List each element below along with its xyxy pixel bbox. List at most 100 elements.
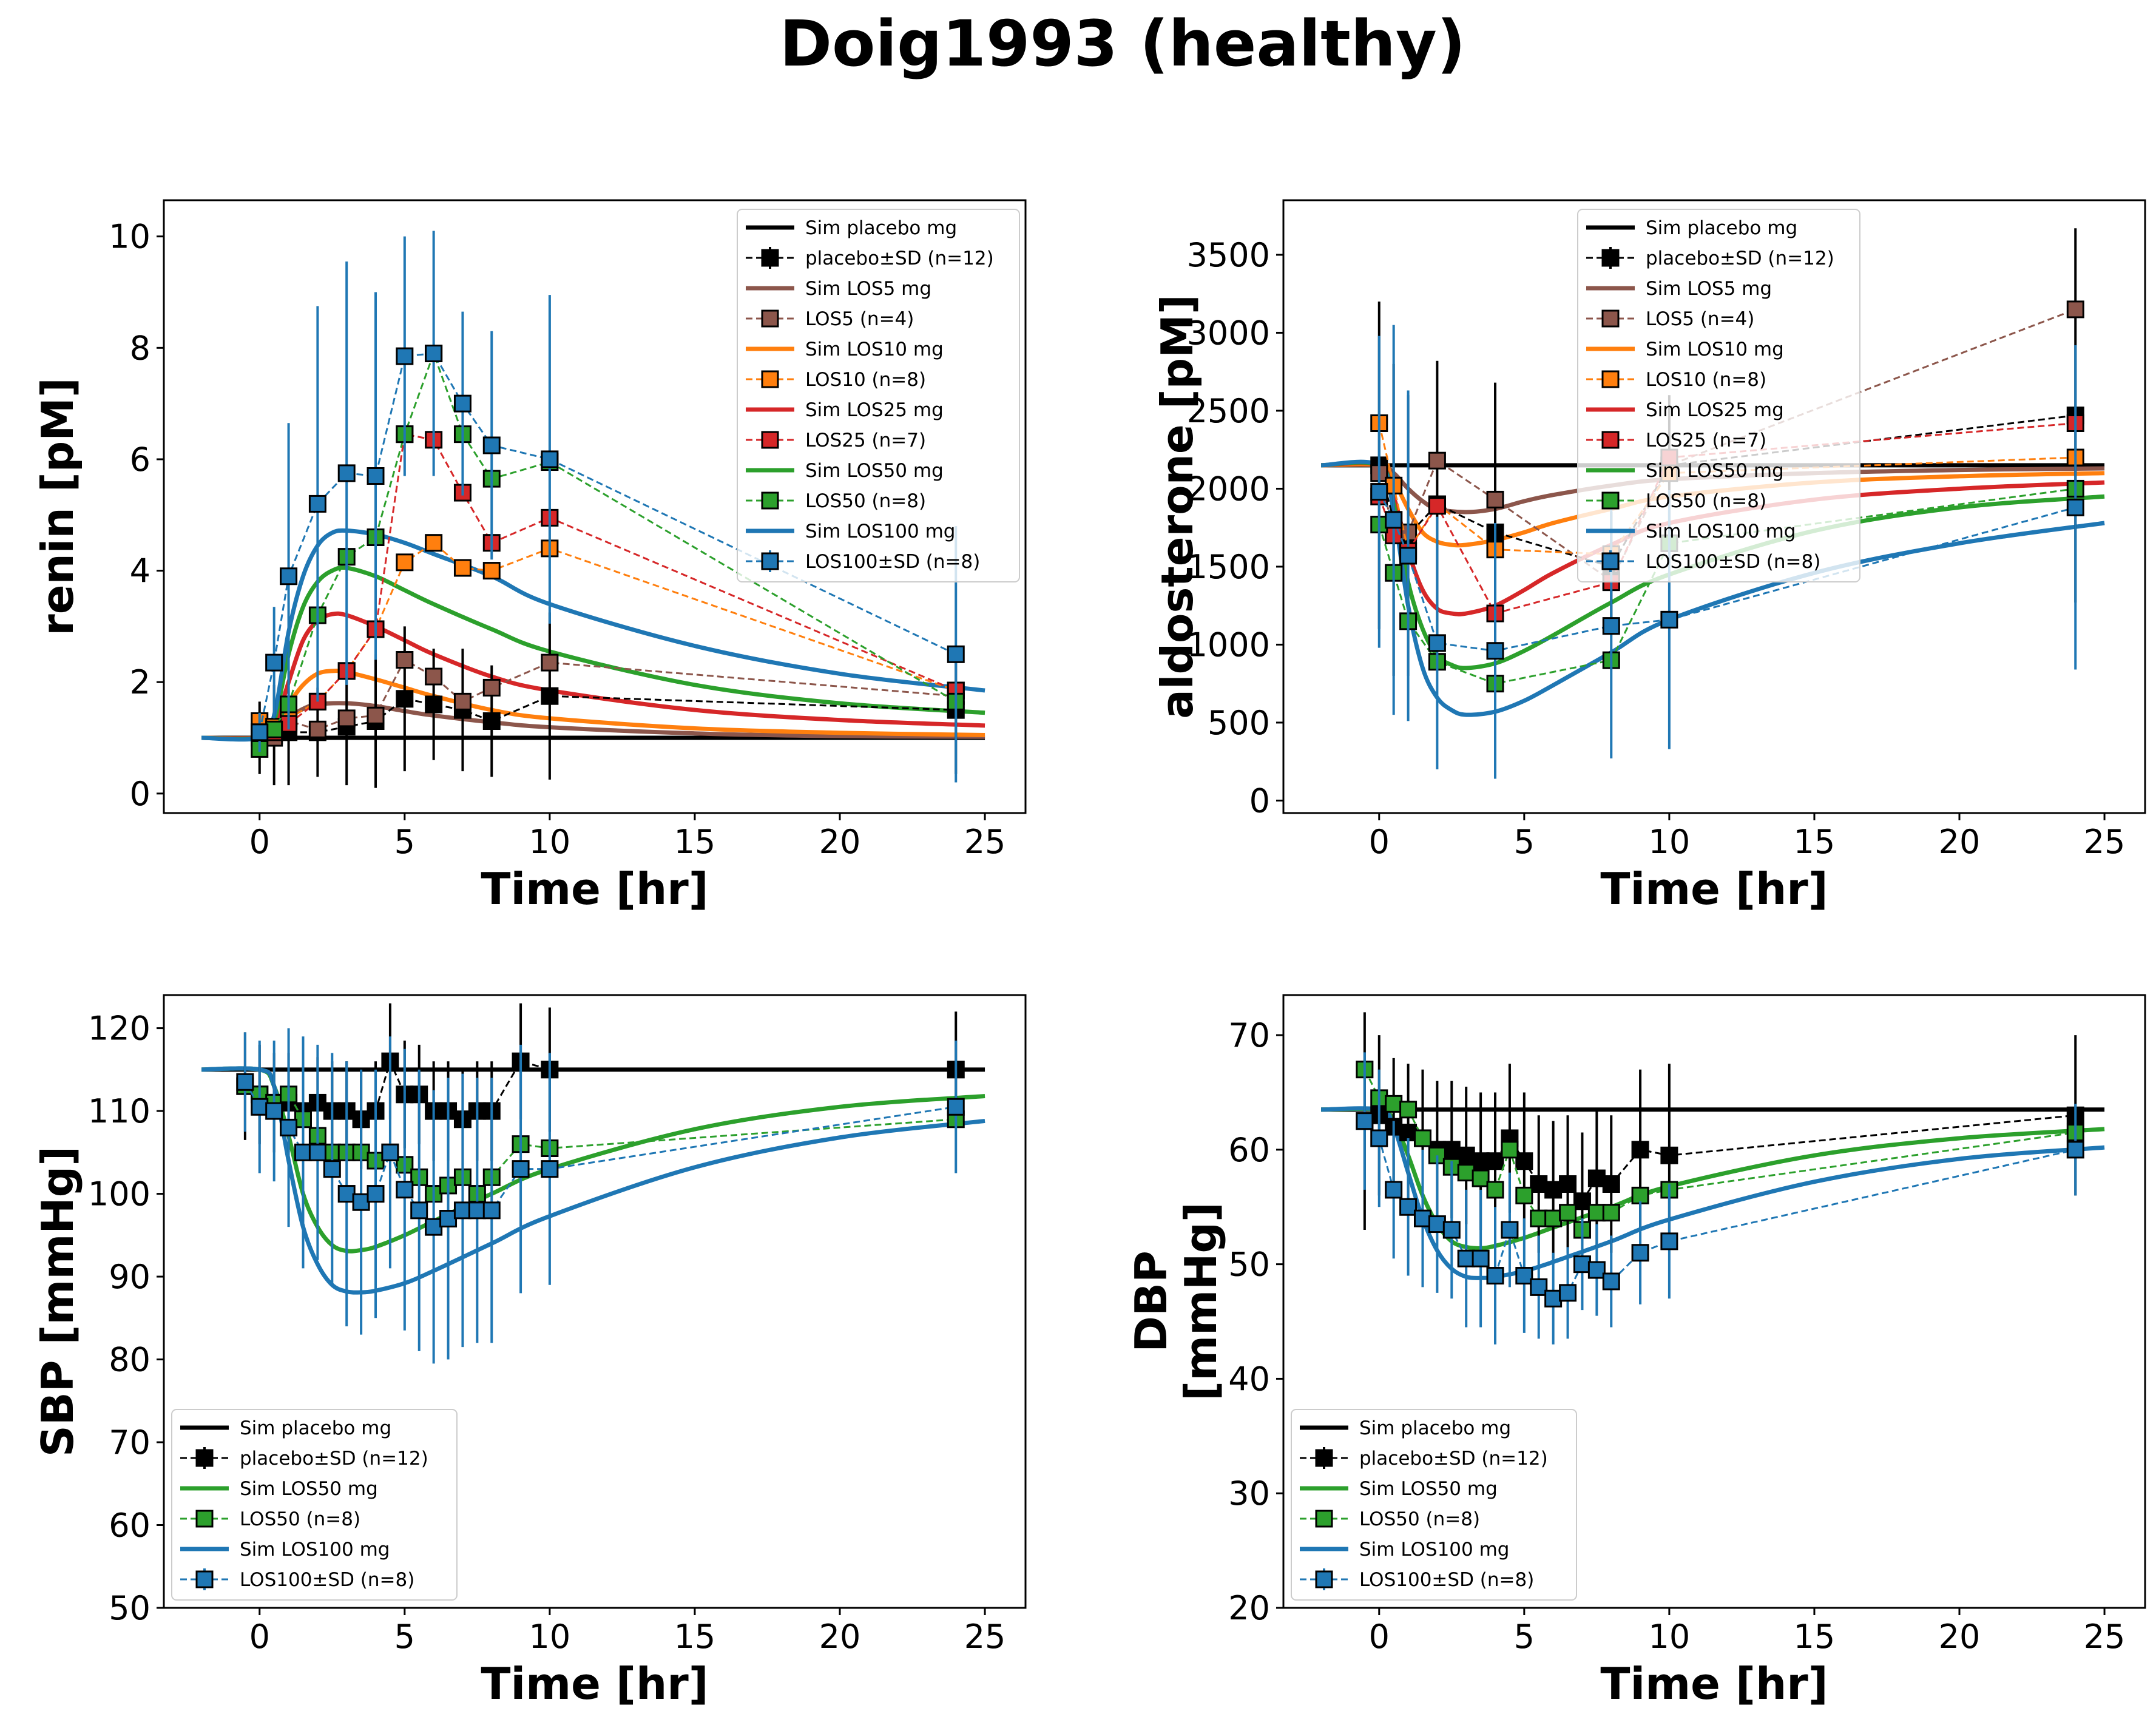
obs-point-los5 bbox=[337, 709, 356, 727]
y-axis-label: aldosterone [pM] bbox=[1152, 294, 1203, 719]
y-tick-label: 50 bbox=[109, 1589, 150, 1627]
legend-label: Sim LOS100 mg bbox=[805, 521, 956, 542]
obs-point-los100 bbox=[468, 1201, 486, 1220]
obs-line-los100 bbox=[259, 352, 956, 733]
obs-point-los5 bbox=[482, 678, 501, 697]
legend-label: LOS50 (n=8) bbox=[805, 490, 926, 512]
obs-point-los50 bbox=[1385, 1095, 1403, 1113]
legend-label: Sim LOS10 mg bbox=[1646, 339, 1784, 360]
obs-point-los100 bbox=[396, 347, 414, 365]
figure-title: Doig1993 (healthy) bbox=[780, 7, 1466, 81]
obs-point-los5 bbox=[425, 667, 443, 686]
obs-point-los5 bbox=[453, 692, 471, 710]
obs-point-los100 bbox=[323, 1160, 341, 1178]
obs-point-los100 bbox=[1442, 1221, 1461, 1239]
obs-point-los100 bbox=[425, 1218, 443, 1236]
legend: Sim placebo mg placebo±SD (n=12) Sim LOS50… bbox=[171, 1409, 458, 1601]
x-tick-label: 5 bbox=[1514, 1618, 1535, 1656]
legend-label: Sim LOS100 mg bbox=[1359, 1539, 1510, 1561]
obs-point-los100 bbox=[337, 464, 356, 482]
obs-point-los100 bbox=[1573, 1255, 1591, 1274]
obs-point-los100 bbox=[251, 1098, 269, 1116]
x-tick-label: 25 bbox=[2084, 823, 2126, 861]
obs-point-los100 bbox=[1544, 1289, 1563, 1308]
x-tick-label: 15 bbox=[674, 823, 716, 861]
obs-point-los100 bbox=[1486, 1267, 1504, 1285]
legend: Sim placebo mg placebo±SD (n=12) Sim LOS5 … bbox=[1577, 209, 1860, 582]
obs-point-los100 bbox=[947, 1098, 965, 1116]
obs-point-los100 bbox=[1559, 1284, 1577, 1302]
obs-point-los100 bbox=[1472, 1249, 1490, 1267]
y-tick-label: 90 bbox=[109, 1258, 150, 1296]
legend-label: placebo±SD (n=12) bbox=[1646, 248, 1834, 269]
legend-marker-los25 bbox=[1601, 431, 1620, 449]
legend-label: LOS50 (n=8) bbox=[1359, 1508, 1480, 1530]
obs-point-los100 bbox=[1587, 1261, 1606, 1279]
obs-point-los5 bbox=[2066, 300, 2084, 319]
x-tick-label: 0 bbox=[249, 1618, 270, 1656]
legend: Sim placebo mg placebo±SD (n=12) Sim LOS50… bbox=[1291, 1409, 1577, 1601]
obs-point-placebo bbox=[1631, 1141, 1649, 1159]
sim-line-los25 bbox=[201, 611, 985, 741]
obs-point-los5 bbox=[396, 651, 414, 669]
x-axis-label: Time [hr] bbox=[481, 1658, 708, 1709]
plot-area bbox=[201, 1003, 985, 1364]
legend-label: Sim LOS100 mg bbox=[240, 1539, 390, 1561]
sim-line-los5 bbox=[1321, 462, 2105, 515]
x-tick-label: 20 bbox=[819, 823, 861, 861]
y-tick-label: 100 bbox=[88, 1175, 150, 1213]
obs-point-placebo bbox=[541, 687, 559, 705]
x-tick-label: 25 bbox=[2084, 1618, 2126, 1656]
obs-point-los50 bbox=[1486, 1181, 1504, 1199]
obs-point-los100 bbox=[265, 1102, 283, 1120]
obs-point-los50 bbox=[1399, 1101, 1418, 1119]
obs-point-los100 bbox=[1428, 1215, 1446, 1234]
obs-point-los100 bbox=[1660, 1232, 1678, 1250]
obs-point-los50 bbox=[1515, 1186, 1533, 1204]
obs-point-los10 bbox=[453, 559, 471, 577]
obs-point-placebo bbox=[1442, 1141, 1461, 1159]
obs-point-placebo bbox=[1587, 1169, 1606, 1187]
legend-label: Sim LOS50 mg bbox=[805, 460, 944, 482]
legend-marker-los100 bbox=[195, 1570, 214, 1588]
x-tick-label: 15 bbox=[1794, 1618, 1836, 1656]
obs-point-los100 bbox=[396, 1181, 414, 1199]
y-tick-label: 80 bbox=[109, 1341, 150, 1379]
obs-point-los5 bbox=[308, 720, 326, 738]
obs-line-los100 bbox=[1378, 491, 2076, 652]
obs-point-los10 bbox=[396, 553, 414, 572]
x-tick-label: 20 bbox=[1939, 823, 1981, 861]
obs-point-los100 bbox=[294, 1143, 312, 1161]
obs-point-los100 bbox=[1385, 1181, 1403, 1199]
axes-frame bbox=[163, 199, 1027, 814]
obs-point-los100 bbox=[308, 494, 326, 513]
legend-marker-los10 bbox=[1601, 370, 1620, 388]
y-tick-label: 60 bbox=[109, 1507, 150, 1545]
obs-point-los50 bbox=[1530, 1209, 1548, 1227]
y-tick-label: 6 bbox=[130, 440, 150, 479]
obs-point-los5 bbox=[541, 653, 559, 672]
obs-point-los50 bbox=[1602, 1204, 1620, 1222]
obs-point-los10 bbox=[482, 562, 501, 580]
legend-marker-los25 bbox=[761, 431, 779, 449]
obs-point-los100 bbox=[1501, 1221, 1519, 1239]
sim-line-los100 bbox=[201, 528, 985, 742]
y-tick-label: 20 bbox=[1228, 1589, 1270, 1627]
obs-point-placebo bbox=[1515, 1152, 1533, 1170]
legend-marker-placebo bbox=[761, 249, 779, 267]
obs-point-los100 bbox=[337, 1185, 356, 1203]
x-tick-label: 25 bbox=[964, 1618, 1006, 1656]
obs-point-los100 bbox=[1457, 1249, 1475, 1267]
legend-label: LOS50 (n=8) bbox=[240, 1508, 360, 1530]
y-tick-label: 2 bbox=[130, 663, 150, 701]
obs-point-los100 bbox=[1660, 610, 1678, 629]
obs-point-los100 bbox=[541, 1160, 559, 1178]
obs-point-los25 bbox=[1428, 497, 1446, 515]
obs-point-placebo bbox=[1399, 1124, 1418, 1142]
obs-point-los100 bbox=[1530, 1278, 1548, 1296]
x-tick-label: 0 bbox=[1369, 823, 1390, 861]
legend-label: LOS50 (n=8) bbox=[1646, 490, 1766, 512]
legend-marker-los50 bbox=[761, 491, 779, 510]
obs-point-los100 bbox=[280, 567, 298, 586]
